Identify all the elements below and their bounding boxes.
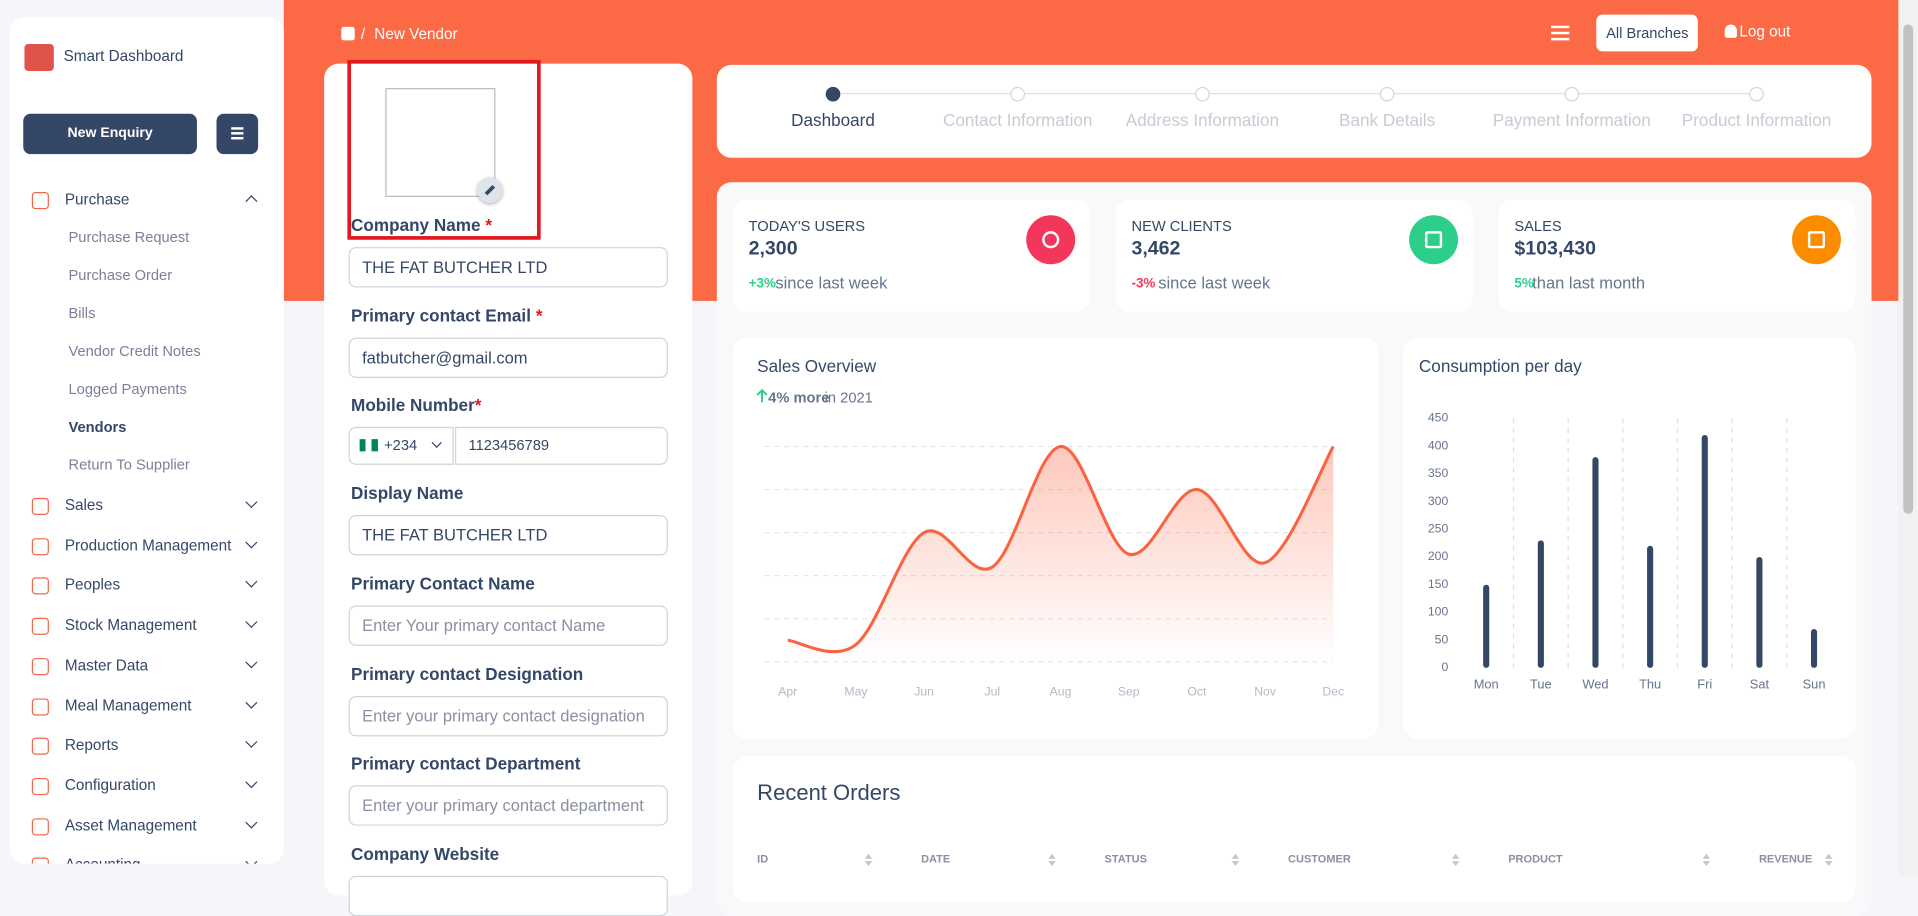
x-tick-label: Jun: [914, 685, 934, 699]
x-tick-label: Jul: [985, 685, 1001, 699]
menu-icon[interactable]: [1551, 25, 1570, 41]
y-tick-label: 150: [1428, 577, 1449, 591]
sidebar: Smart Dashboard New Enquiry Purchase Purc…: [9, 17, 284, 864]
x-tick-label: Sep: [1118, 685, 1140, 699]
bar: [1647, 545, 1654, 668]
screen: Smart Dashboard New Enquiry Purchase Purc…: [9, 0, 1918, 916]
y-tick-label: 0: [1441, 660, 1448, 674]
x-tick-label: Sat: [1750, 676, 1770, 691]
breadcrumb-icon: [341, 26, 355, 41]
menu-icon: [31, 617, 49, 635]
x-tick-label: Dec: [1322, 685, 1344, 699]
menu-item[interactable]: Purchase: [64, 190, 130, 208]
bar: [1592, 457, 1599, 668]
x-tick-label: Fri: [1697, 676, 1712, 691]
area: [787, 446, 1334, 662]
bar: [1483, 584, 1490, 668]
menu-item[interactable]: Stock Management: [64, 616, 197, 634]
menu-item[interactable]: Accounting: [65, 857, 141, 864]
logo: [24, 44, 54, 71]
consumption-card: [1403, 337, 1856, 739]
breadcrumb-separator: /: [360, 25, 366, 43]
submenu-item[interactable]: Bills: [68, 304, 96, 322]
company-logo-placeholder: [385, 88, 496, 197]
submenu-item[interactable]: Purchase Request: [68, 228, 190, 246]
menu-icon: [31, 577, 49, 595]
scrollbar[interactable]: [1898, 0, 1918, 876]
stepper: [716, 64, 1872, 158]
new-enquiry-button[interactable]: New Enquiry: [23, 113, 197, 155]
y-tick-label: 450: [1428, 411, 1449, 425]
menu-item[interactable]: Asset Management: [64, 816, 197, 834]
bar: [1701, 434, 1708, 668]
x-tick-label: Thu: [1639, 676, 1661, 691]
x-tick-label: Oct: [1187, 685, 1207, 699]
submenu-item[interactable]: Vendor Credit Notes: [68, 342, 201, 360]
menu-icon: [31, 657, 49, 675]
y-tick-label: 400: [1428, 438, 1449, 452]
y-tick-label: 200: [1428, 549, 1449, 563]
y-tick-label: 50: [1435, 632, 1449, 646]
menu-icon: [31, 697, 49, 715]
menu-icon: [31, 737, 49, 755]
submenu-item[interactable]: Return To Supplier: [68, 456, 190, 474]
submenu-item[interactable]: Logged Payments: [68, 380, 187, 398]
y-tick-label: 350: [1428, 466, 1449, 480]
edit-logo-button[interactable]: [477, 177, 503, 204]
trend-arrow: [756, 388, 768, 403]
y-tick-label: 300: [1428, 494, 1449, 508]
menu-item[interactable]: Master Data: [64, 656, 149, 674]
logout-link[interactable]: Log out: [1739, 23, 1791, 41]
charts: Apr May Jun Jul Aug Sep Oct Nov Dec 0 50 100 150 200 2…: [756, 388, 1826, 699]
menu-icon: [31, 497, 49, 515]
x-tick-label: Tue: [1530, 676, 1552, 691]
menu-icon: [31, 817, 49, 835]
user-icon: [1724, 24, 1737, 38]
vendor-form: [324, 63, 693, 896]
sidebar-toggle[interactable]: [216, 113, 259, 155]
y-tick-label: 250: [1428, 521, 1449, 535]
x-tick-label: May: [844, 685, 868, 699]
menu-item[interactable]: Meal Management: [64, 696, 192, 714]
bar: [1537, 540, 1544, 668]
menu-icon: [31, 537, 49, 555]
menu-item[interactable]: Peoples: [64, 576, 121, 594]
menu-item[interactable]: Reports: [64, 736, 119, 754]
menu-item[interactable]: Configuration: [64, 776, 156, 794]
bar: [1756, 556, 1763, 668]
breadcrumb-page[interactable]: New Vendor: [374, 25, 458, 43]
line: [787, 444, 1335, 654]
bar: [1810, 629, 1818, 668]
menu-icon: [31, 857, 49, 864]
submenu-item[interactable]: Purchase Order: [68, 266, 173, 284]
branch-select[interactable]: All Branches: [1596, 14, 1698, 52]
menu-icon: [31, 192, 49, 210]
x-tick-label: Sun: [1803, 676, 1826, 691]
menu-item[interactable]: Sales: [64, 496, 104, 514]
submenu-item[interactable]: Vendors: [68, 418, 127, 436]
x-tick-label: Nov: [1254, 685, 1277, 699]
menu-icon: [31, 777, 49, 795]
menu-item[interactable]: Production Management: [64, 536, 232, 554]
x-tick-label: Mon: [1474, 676, 1499, 691]
y-tick-label: 100: [1428, 605, 1449, 619]
x-tick-label: Apr: [778, 685, 797, 699]
x-tick-label: Wed: [1582, 676, 1608, 691]
highlight-box: [347, 59, 541, 240]
x-tick-label: Aug: [1050, 685, 1072, 699]
brand: Smart Dashboard: [63, 47, 184, 65]
